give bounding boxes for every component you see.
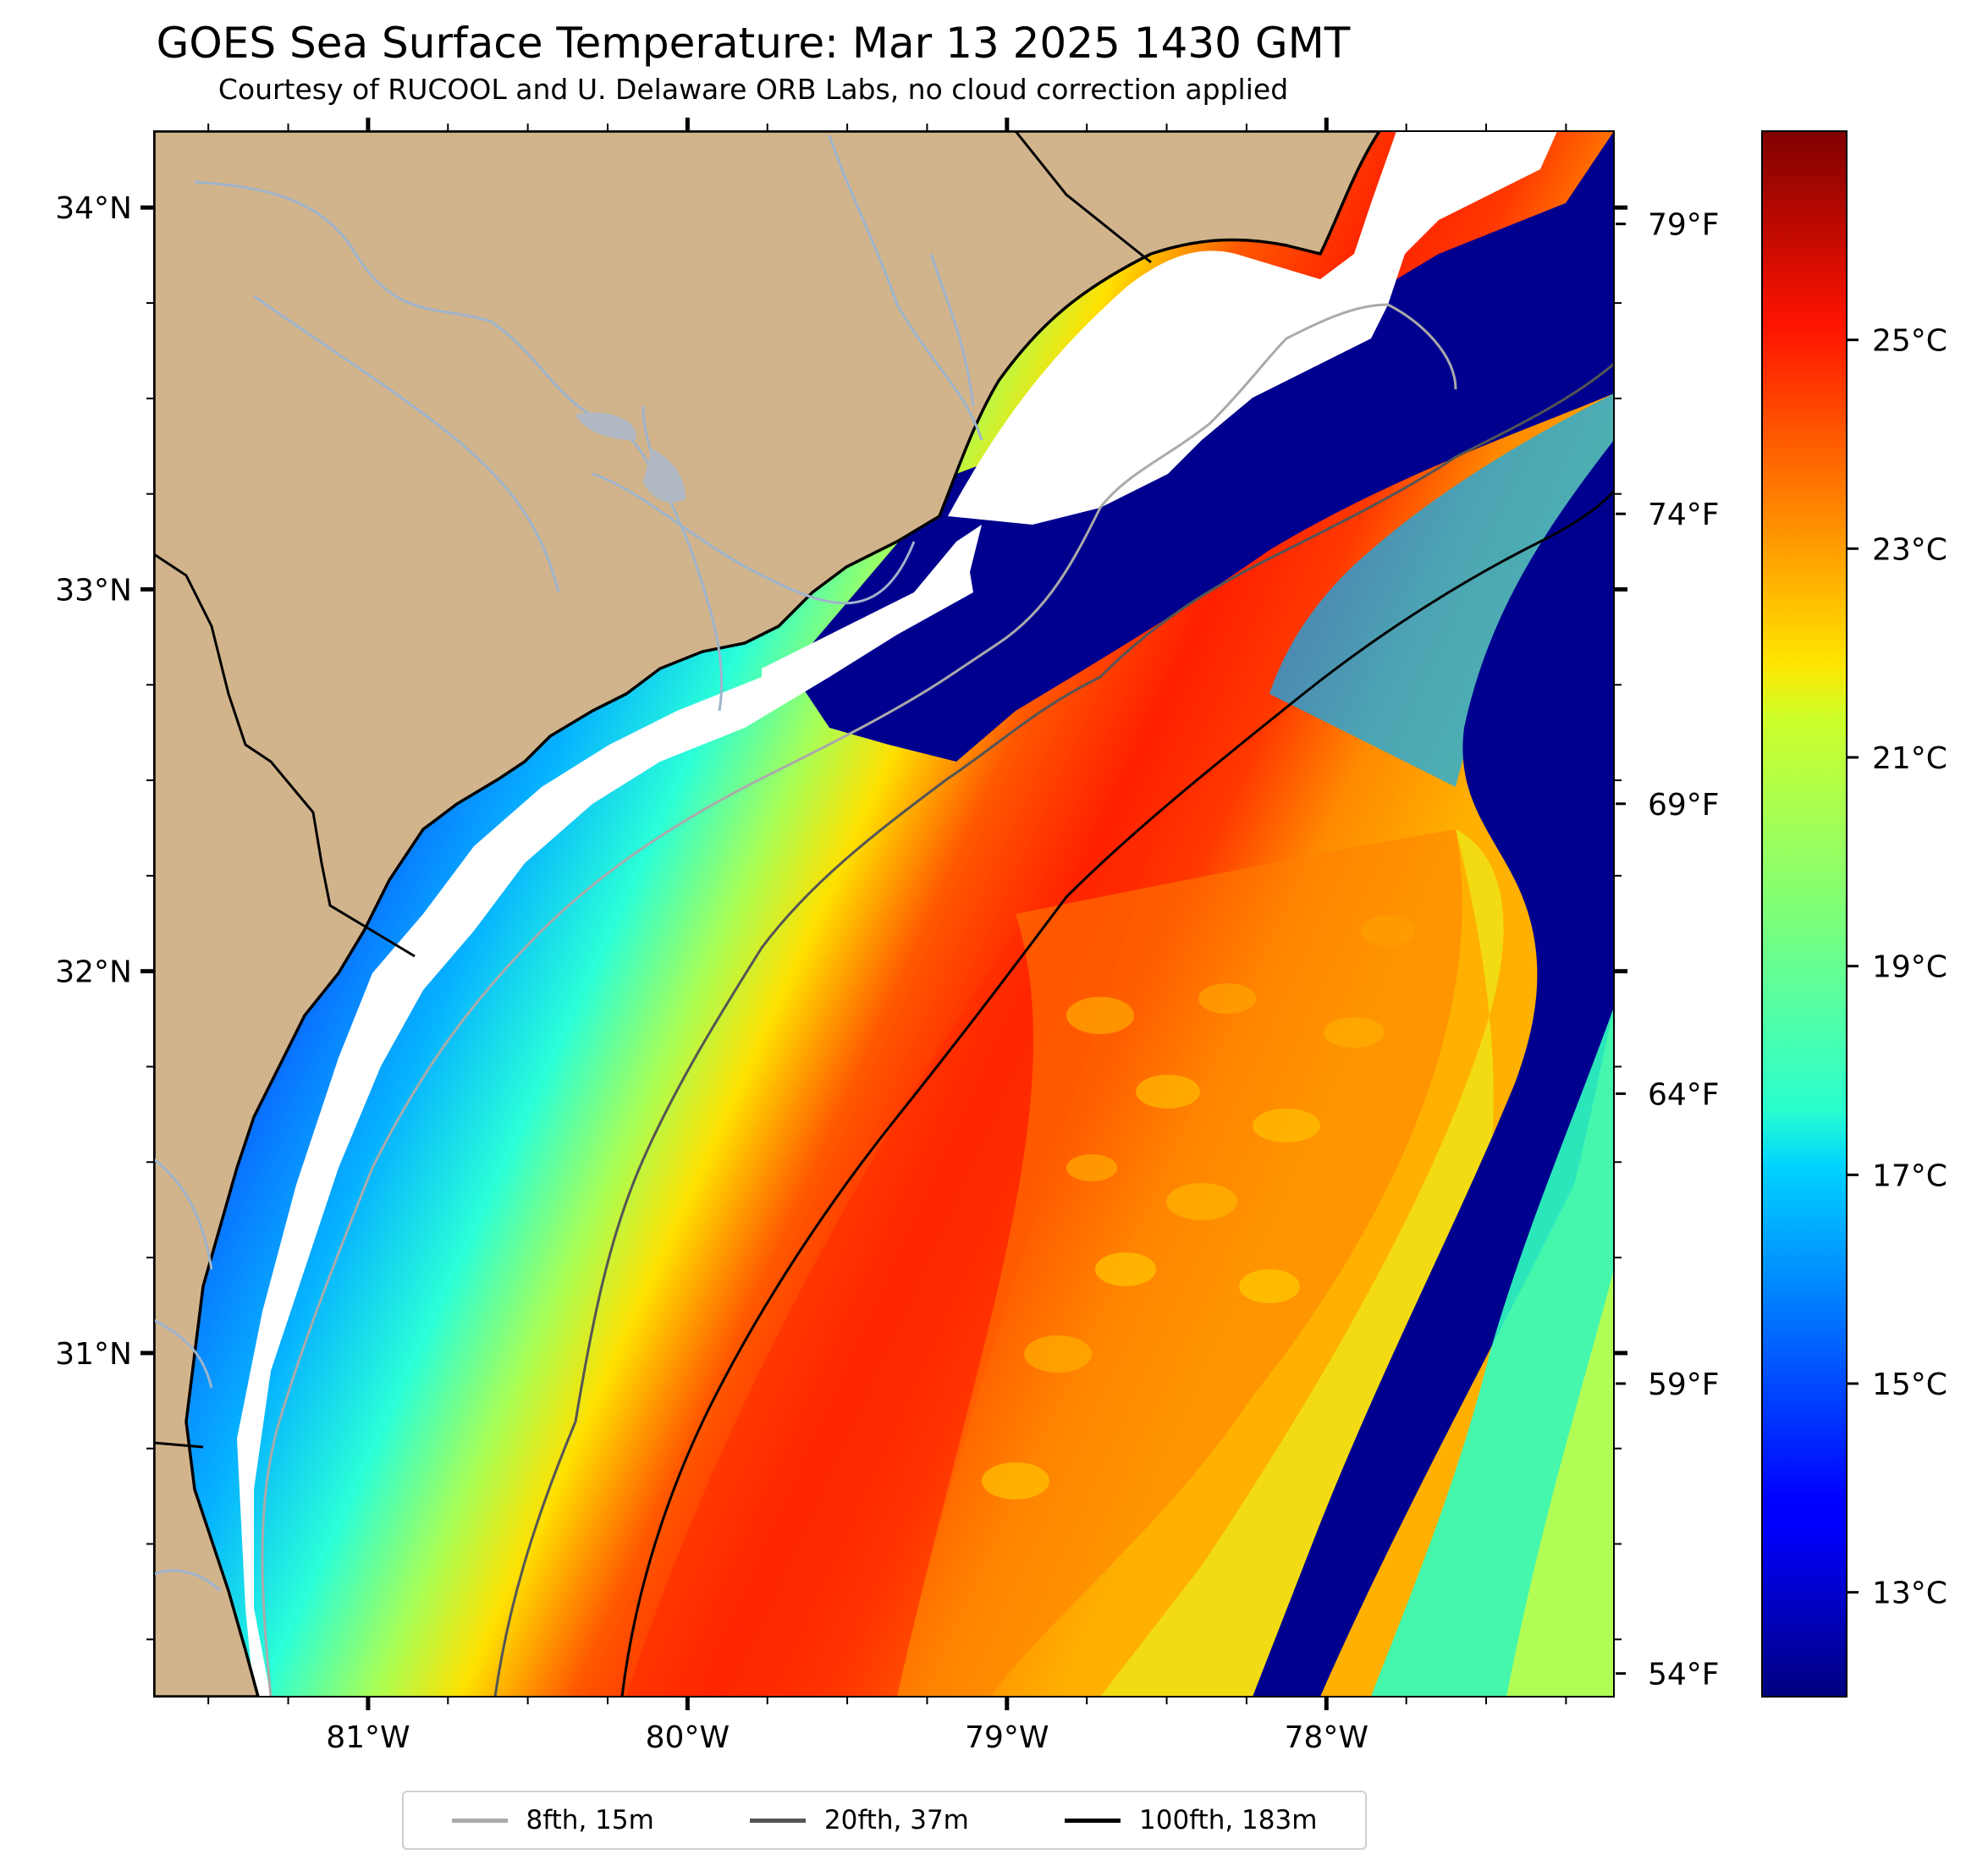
isobath-20fth [493, 362, 1614, 1697]
legend-line-20fth [749, 1818, 806, 1823]
lat-tick-label: 34°N [55, 191, 132, 226]
eastern-fringe [1100, 829, 1504, 1697]
land-mass [154, 131, 1382, 1697]
minor-ticks [146, 124, 1622, 1704]
lon-tick-label: 80°W [646, 1720, 730, 1755]
colorbar-axis: 25°C 23°C 21°C 19°C 17°C 15°C 13°C [1847, 324, 1947, 1611]
latitude-axis: 34°N 33°N 32°N 31°N [55, 191, 1627, 1372]
eddy-speckles [982, 916, 1415, 1500]
lat-tick-label: 33°N [55, 573, 132, 608]
lake [643, 448, 686, 503]
legend-item-8fth: 8fth, 15m [451, 1805, 654, 1835]
map-subtitle: Courtesy of RUCOOL and U. Delaware ORB L… [218, 73, 1289, 106]
isobath-100fth [620, 490, 1614, 1697]
cbar-tick-label: 19°C [1872, 950, 1947, 985]
lon-tick-label: 78°W [1285, 1720, 1368, 1755]
lon-tick-label: 79°W [965, 1720, 1049, 1755]
map-panel [154, 131, 1614, 1697]
legend-item-20fth: 20fth, 37m [749, 1805, 969, 1835]
cold-northern-shelf [796, 131, 1614, 762]
map-title: GOES Sea Surface Temperature: Mar 13 202… [156, 19, 1351, 68]
nearshore-nodata [237, 542, 973, 1697]
longitude-axis: 81°W 80°W 79°W 78°W [326, 118, 1368, 1755]
cloud-nodata-north [948, 131, 1557, 525]
legend-line-100fth [1065, 1818, 1121, 1823]
isobath-legend: 8fth, 15m 20fth, 37m 100fth, 183m [402, 1791, 1367, 1850]
eastern-warm-patch [1506, 1269, 1614, 1697]
lon-tick-label: 81°W [326, 1720, 410, 1755]
colorbar [1761, 130, 1848, 1698]
legend-label-100fth: 100fth, 183m [1139, 1805, 1318, 1835]
gulf-stream-core [626, 812, 1159, 1697]
shelf-edge-front [1269, 393, 1614, 787]
legend-label-8fth: 8fth, 15m [526, 1805, 654, 1835]
f-tick-label: 64°F [1648, 1077, 1720, 1112]
cbar-tick-label: 13°C [1872, 1577, 1947, 1611]
f-tick-label: 54°F [1648, 1658, 1720, 1692]
cbar-tick-label: 23°C [1872, 532, 1947, 567]
lake-2 [575, 412, 636, 440]
sst-figure: 34°N 33°N 32°N 31°N 81°W 80°W 79°W 78°W 79°F 74… [55, 118, 1947, 1755]
f-tick-label: 59°F [1648, 1367, 1720, 1402]
f-tick-label: 69°F [1648, 788, 1720, 823]
lat-tick-label: 31°N [55, 1337, 132, 1372]
legend-line-8fth [451, 1818, 508, 1823]
lat-tick-label: 32°N [55, 955, 132, 990]
cbar-tick-label: 17°C [1872, 1158, 1947, 1193]
legend-item-100fth: 100fth, 183m [1065, 1805, 1317, 1835]
f-tick-label: 79°F [1648, 208, 1720, 243]
fahrenheit-axis: 79°F 74°F 69°F 64°F 59°F 54°F [1616, 208, 1720, 1692]
state-borders [154, 131, 1152, 1449]
isobath-8fth [261, 303, 1457, 1697]
cbar-tick-label: 15°C [1872, 1367, 1947, 1402]
cbar-tick-label: 25°C [1872, 324, 1947, 359]
map-frame [153, 130, 1615, 1698]
cold-eastern-band [1253, 440, 1614, 1697]
cbar-tick-label: 21°C [1872, 741, 1947, 776]
f-tick-label: 74°F [1648, 498, 1720, 532]
legend-label-20fth: 20fth, 37m [823, 1805, 969, 1835]
